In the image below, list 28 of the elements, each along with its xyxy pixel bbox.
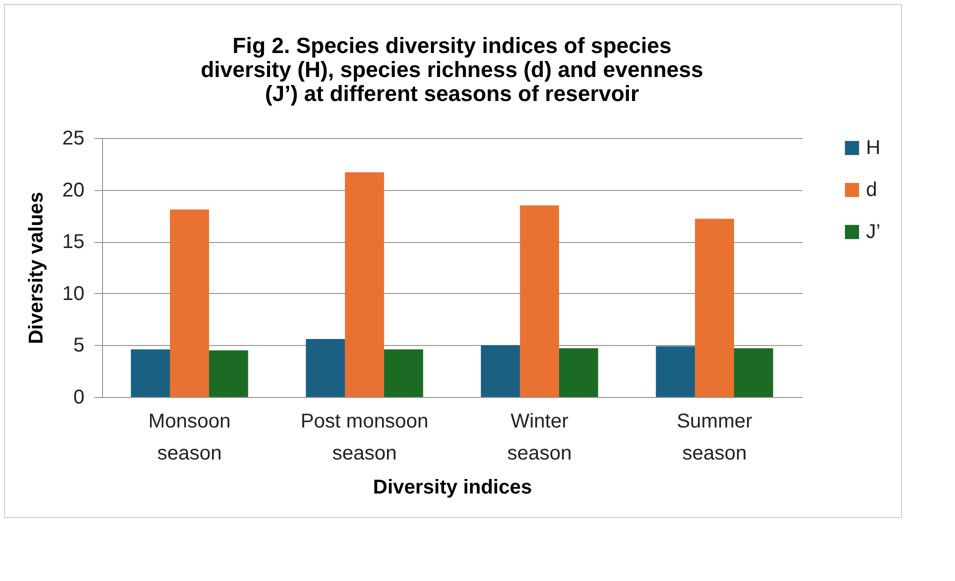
bar (559, 348, 598, 397)
bar (694, 218, 734, 397)
x-axis-title: Diversity indices (373, 476, 532, 498)
bar (209, 350, 248, 397)
bar (170, 209, 210, 397)
x-tick-label: Summer season (676, 410, 753, 464)
bar (480, 345, 520, 397)
bar (520, 205, 560, 397)
legend-label: J’ (866, 221, 880, 243)
legend-label: d (866, 179, 878, 201)
bar (384, 349, 424, 397)
bar (734, 348, 774, 397)
y-axis-title: Diversity values (25, 192, 48, 344)
y-tick-label: 25 (62, 128, 84, 150)
x-tick-label: Monsoon season (148, 410, 231, 464)
legend-label: H (866, 137, 880, 159)
y-tick-label: 15 (62, 231, 84, 254)
bar (130, 349, 170, 397)
x-tick-label: Winter season (507, 410, 572, 464)
bar (656, 346, 695, 397)
y-tick-label: 0 (73, 386, 84, 408)
x-tick-label: Post monsoon season (300, 410, 428, 464)
y-tick-label: 20 (62, 179, 84, 202)
chart-title: Fig 2. Species diversity indices of species diversity (H), species richness (d) and evenness (J’) at different seasons of reservoir (200, 33, 704, 106)
y-tick-label: 5 (73, 334, 84, 357)
y-tick-label: 10 (62, 282, 84, 305)
bar (306, 338, 345, 397)
bar (344, 172, 384, 397)
